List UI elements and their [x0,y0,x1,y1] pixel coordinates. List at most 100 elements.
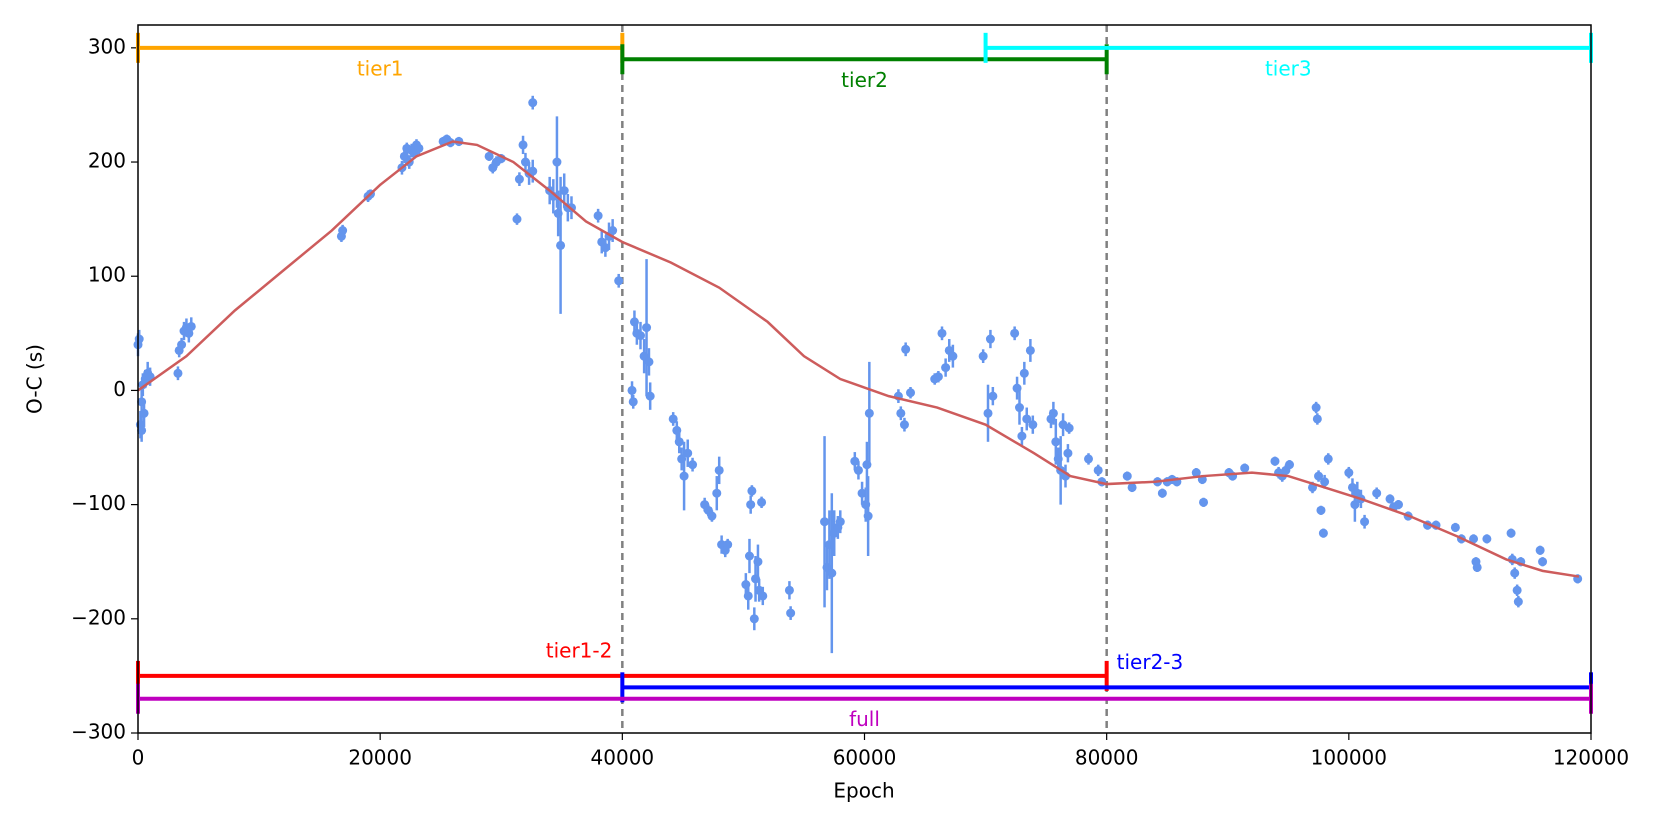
data-point [1122,471,1132,481]
data-point [1285,460,1295,470]
range-label: tier2 [841,68,888,92]
data-point [137,425,147,435]
data-point [559,186,569,196]
y-tick-label: 300 [88,34,126,58]
data-point [674,437,684,447]
data-point [528,98,538,108]
y-tick-label: 100 [88,263,126,287]
data-point [1323,454,1333,464]
data-point [1472,562,1482,572]
data-point [827,568,837,578]
data-point [714,465,724,475]
x-tick-label: 120000 [1553,746,1629,770]
y-tick-label: −300 [71,720,126,744]
data-point [1010,328,1020,338]
data-point [1028,420,1038,430]
data-point [1318,528,1328,538]
data-point [937,328,947,338]
data-point [899,420,909,430]
y-axis-label: O-C (s) [23,344,47,414]
range-label: tier1-2 [546,638,613,662]
data-point [1535,545,1545,555]
data-point [338,226,348,236]
data-point [857,488,867,498]
x-axis-label: Epoch [833,779,894,803]
data-point [1093,465,1103,475]
data-point [1014,403,1024,413]
data-point [139,408,149,418]
data-point [744,551,754,561]
data-point [850,456,860,466]
data-point [1048,408,1058,418]
data-point [593,211,603,221]
fit-curve [137,140,1580,578]
data-point [645,391,655,401]
data-point [933,372,943,382]
data-point [758,591,768,601]
data-point [988,391,998,401]
data-point [757,497,767,507]
data-point [628,397,638,407]
data-point [985,334,995,344]
data-point [1312,414,1322,424]
data-point [786,608,796,618]
x-tick-label: 100000 [1311,746,1387,770]
data-point [1017,431,1027,441]
data-point [1311,403,1321,413]
data-point [1538,557,1548,567]
data-point [1469,534,1479,544]
data-point [1240,463,1250,473]
data-point [1157,488,1167,498]
data-point [906,388,916,398]
data-point [863,511,873,521]
data-point [635,331,645,341]
data-point [1314,471,1324,481]
data-point [608,226,618,236]
data-point [983,408,993,418]
data-point [1064,423,1074,433]
data-point [679,471,689,481]
y-tick-label: −200 [71,605,126,629]
data-point [644,357,654,367]
data-point [520,157,530,167]
range-label: tier2-3 [1117,650,1184,674]
data-point [1084,454,1094,464]
range-label: tier1 [357,56,404,80]
data-point [1450,522,1460,532]
data-point [707,511,717,521]
data-point [1393,500,1403,510]
data-point [556,240,566,250]
range-label: tier3 [1265,56,1312,80]
y-tick-label: 200 [88,149,126,173]
data-point [723,540,733,550]
data-point [747,486,757,496]
data-point [1512,585,1522,595]
data-point [173,368,183,378]
data-point [1270,456,1280,466]
data-point [484,151,494,161]
data-point [978,351,988,361]
x-tick-label: 60000 [833,746,897,770]
data-point [948,351,958,361]
data-point [668,414,678,424]
data-point [1344,468,1354,478]
data-point [1372,488,1382,498]
y-tick-label: −100 [71,491,126,515]
data-point [941,363,951,373]
x-tick-label: 0 [132,746,145,770]
data-point [820,517,830,527]
data-point [712,488,722,498]
data-point [896,408,906,418]
data-point [901,344,911,354]
data-point [1025,345,1035,355]
x-tick-label: 40000 [591,746,655,770]
data-point [642,323,652,333]
x-tick-label: 20000 [348,746,412,770]
data-point [1506,528,1516,538]
data-point [1385,494,1395,504]
range-label: full [849,707,880,731]
x-tick-label: 80000 [1075,746,1139,770]
data-point [1320,477,1330,487]
data-point [784,585,794,595]
